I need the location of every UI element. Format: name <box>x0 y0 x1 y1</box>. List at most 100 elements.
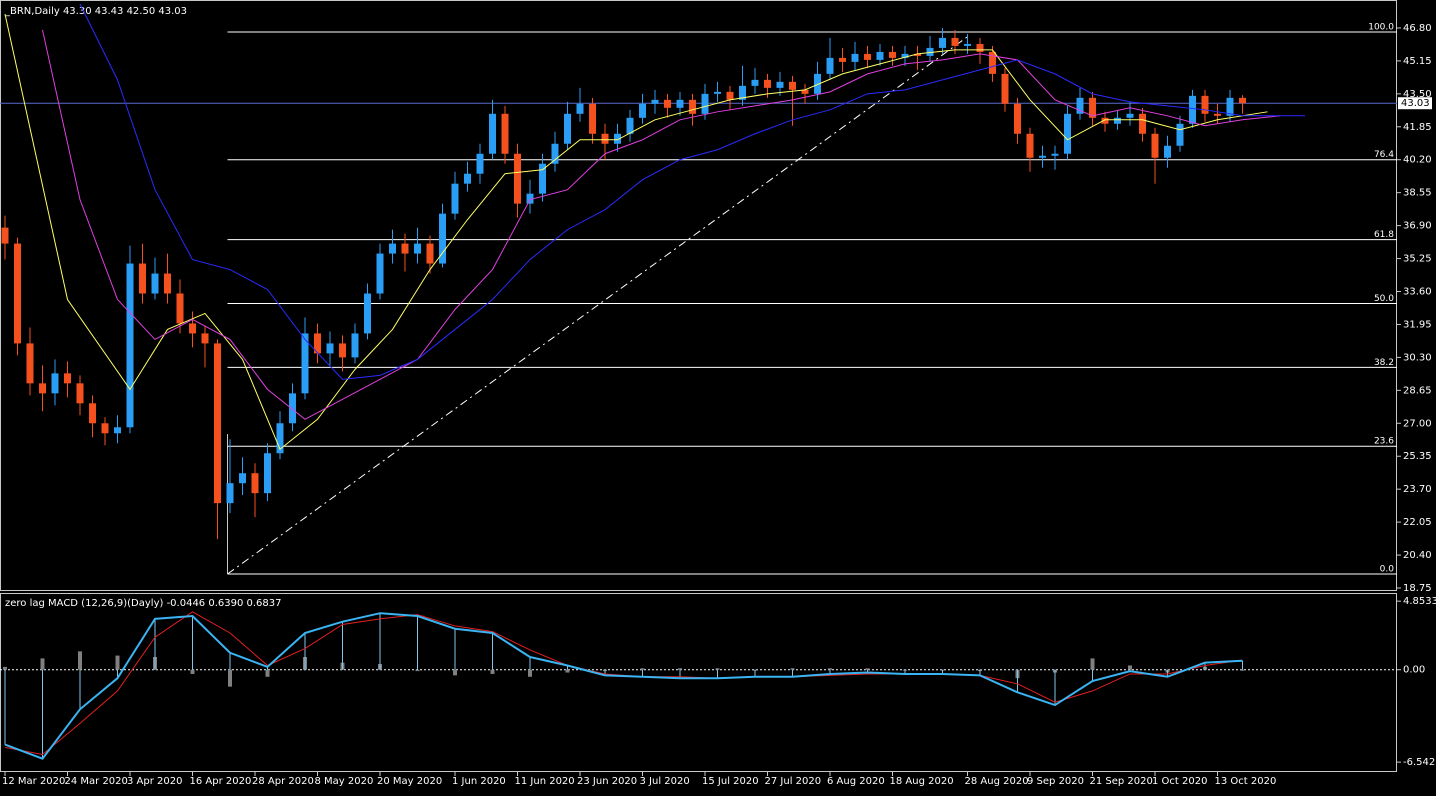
candle-body <box>514 153 521 204</box>
candle-body <box>1089 97 1096 118</box>
candle-body <box>989 51 996 74</box>
x-tick-label: 9 Sep 2020 <box>1027 776 1084 787</box>
candle-body <box>14 243 21 344</box>
candle-body <box>951 37 959 46</box>
fib-label: 76.4 <box>1374 150 1394 160</box>
candle-body <box>551 143 559 164</box>
x-tick-label: 1 Oct 2020 <box>1152 776 1207 787</box>
histogram-bar <box>40 658 45 670</box>
x-tick-label: 3 Jul 2020 <box>640 776 690 787</box>
histogram-bar <box>828 668 832 670</box>
candle-body <box>439 213 446 264</box>
candle-body <box>1026 133 1034 158</box>
candle-body <box>976 43 984 52</box>
y-tick-label: 35.25 <box>1403 254 1432 265</box>
candle-body <box>1076 97 1084 114</box>
candle-body <box>289 393 296 424</box>
fib-label: 0.0 <box>1380 565 1395 575</box>
histogram-bar <box>3 666 7 670</box>
histogram-bar <box>640 668 645 670</box>
candle-body <box>176 293 184 324</box>
macd-title: zero lag MACD (12,26,9)(Dayly) -0.0446 0… <box>5 598 282 609</box>
candle-body <box>801 89 809 94</box>
histogram-bar <box>453 669 457 676</box>
candle-body <box>501 113 509 154</box>
candle-body <box>726 91 734 100</box>
candle-body <box>151 273 159 294</box>
candle-body <box>351 333 359 358</box>
candle-body <box>139 263 146 294</box>
candle-body <box>851 53 859 62</box>
fib-label: 50.0 <box>1374 294 1394 304</box>
candle-body <box>751 79 759 86</box>
candle-body <box>764 79 771 88</box>
candle-body <box>1189 95 1196 124</box>
candle-body <box>39 383 46 394</box>
candle-body <box>126 263 134 428</box>
candle-body <box>401 243 409 254</box>
candle-body <box>1051 153 1059 156</box>
candle-body <box>26 343 34 384</box>
candle-body <box>364 293 371 334</box>
candle-body <box>814 73 821 94</box>
candle-body <box>776 81 784 88</box>
candle-body <box>926 47 934 56</box>
candle-body <box>664 99 671 108</box>
histogram-bar <box>528 669 532 677</box>
candle-body <box>89 403 96 424</box>
candle-body <box>114 427 121 434</box>
histogram-bar <box>1128 665 1132 670</box>
y-tick-label: 20.40 <box>1403 550 1432 561</box>
macd-panel-frame <box>0 593 1397 772</box>
candle-body <box>251 473 259 494</box>
histogram-bar <box>865 668 870 670</box>
x-tick-label: 28 Aug 2020 <box>965 776 1029 787</box>
y-tick-label: 40.20 <box>1403 155 1432 166</box>
candle-body <box>564 113 571 144</box>
x-tick-label: 11 Jun 2020 <box>515 776 575 787</box>
candle-body <box>914 53 921 56</box>
x-tick-label: 24 Mar 2020 <box>65 776 128 787</box>
x-tick-label: 6 Aug 2020 <box>827 776 885 787</box>
y-tick-label: 30.30 <box>1403 352 1432 363</box>
candle-body <box>676 99 684 108</box>
candle-body <box>339 343 346 358</box>
histogram-bar <box>1090 658 1095 670</box>
histogram-bar <box>190 669 195 674</box>
candle-body <box>939 37 946 48</box>
x-tick-label: 1 Jun 2020 <box>452 776 506 787</box>
y-tick-label: 4.8533 <box>1403 596 1436 607</box>
fib-label: 100.0 <box>1368 22 1394 32</box>
x-tick-label: 12 Mar 2020 <box>2 776 65 787</box>
candle-body <box>414 243 421 254</box>
candle-body <box>314 333 321 354</box>
candle-body <box>839 57 846 62</box>
candle-body <box>489 113 496 154</box>
last-price-label: 43.03 <box>1401 98 1430 109</box>
x-tick-label: 16 Apr 2020 <box>190 776 252 787</box>
candle-body <box>214 343 221 504</box>
candle-body <box>576 103 584 114</box>
y-tick-label: -6.5423 <box>1403 757 1436 768</box>
candle-body <box>876 51 884 60</box>
moving-average <box>79 3 1305 380</box>
candle-body <box>189 323 196 334</box>
histogram-bar <box>415 669 420 672</box>
candle-body <box>964 43 971 46</box>
macd-line <box>4 612 1243 760</box>
y-tick-label: 23.70 <box>1403 484 1432 495</box>
x-tick-label: 28 Apr 2020 <box>252 776 314 787</box>
candle-body <box>76 383 84 404</box>
candle-body <box>789 81 796 90</box>
candle-body <box>614 133 621 144</box>
x-tick-label: 15 Jul 2020 <box>702 776 759 787</box>
y-tick-label: 27.00 <box>1403 418 1432 429</box>
y-tick-label: 0.00 <box>1403 665 1425 676</box>
moving-average <box>42 29 1281 420</box>
candle-body <box>1139 113 1146 134</box>
histogram-bar <box>115 655 120 670</box>
price-panel-frame <box>0 0 1397 591</box>
candle-body <box>1114 117 1121 124</box>
